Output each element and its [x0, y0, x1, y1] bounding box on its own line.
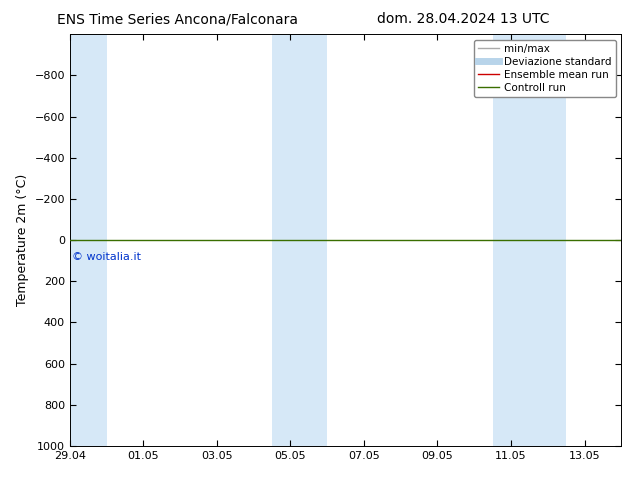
Y-axis label: Temperature 2m (°C): Temperature 2m (°C): [16, 174, 29, 306]
Text: ENS Time Series Ancona/Falconara: ENS Time Series Ancona/Falconara: [57, 12, 298, 26]
Bar: [70, 34, 107, 446]
Bar: [272, 34, 327, 446]
Text: dom. 28.04.2024 13 UTC: dom. 28.04.2024 13 UTC: [377, 12, 549, 26]
Bar: [493, 34, 566, 446]
Legend: min/max, Deviazione standard, Ensemble mean run, Controll run: min/max, Deviazione standard, Ensemble m…: [474, 40, 616, 97]
Text: © woitalia.it: © woitalia.it: [72, 252, 141, 263]
